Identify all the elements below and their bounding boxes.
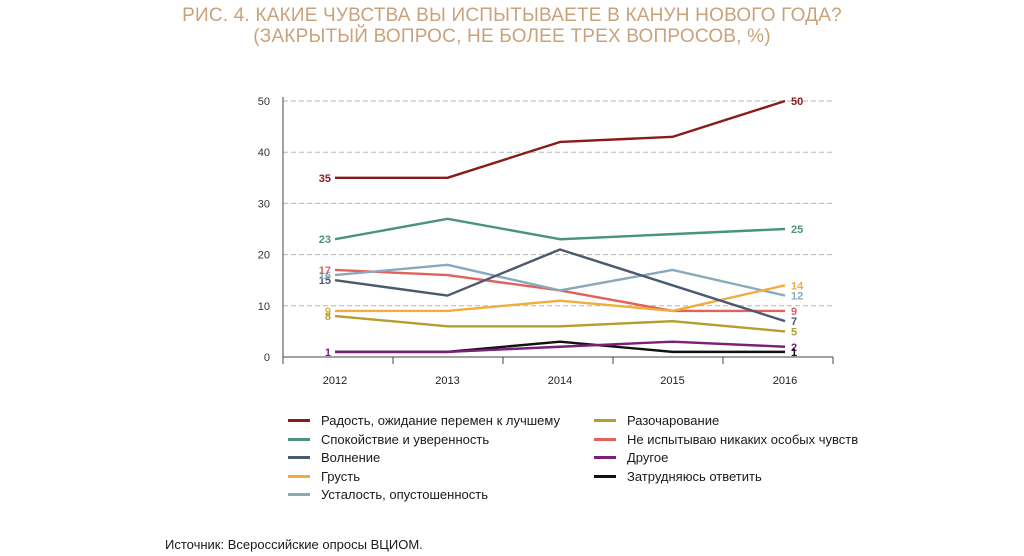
start-data-label: 23 <box>319 234 331 246</box>
x-tick-label: 2012 <box>323 375 347 387</box>
legend-swatch <box>594 456 616 459</box>
legend-label: Грусть <box>321 468 360 484</box>
end-data-label: 2 <box>791 342 797 354</box>
y-tick-label: 50 <box>258 96 270 108</box>
legend-swatch <box>594 474 616 478</box>
legend-item: Спокойствие и уверенность <box>288 432 489 447</box>
legend-swatch <box>288 437 310 441</box>
legend-item: Не испытываю никаких особых чувств <box>594 432 858 447</box>
legend-label: Волнение <box>321 450 381 465</box>
chart-title-line-2: (ЗАКРЫТЫЙ ВОПРОС, НЕ БОЛЕЕ ТРЕХ ВОПРОСОВ… <box>253 26 771 47</box>
start-data-label: 15 <box>319 275 331 287</box>
series-line <box>335 340 786 354</box>
chart-title-line-1: РИС. 4. КАКИЕ ЧУВСТВА ВЫ ИСПЫТЫВАЕТЕ В К… <box>182 5 842 26</box>
legend-label: Затрудняюсь ответить <box>627 468 762 484</box>
legend-label: Спокойствие и уверенность <box>321 431 490 447</box>
series-line <box>335 99 786 180</box>
legend-item: Усталость, опустошенность <box>288 487 488 502</box>
legend-item: Затрудняюсь ответить <box>594 469 762 484</box>
end-data-label: 14 <box>791 280 804 292</box>
start-data-label: 17 <box>319 265 331 277</box>
legend-swatch <box>288 474 310 478</box>
end-data-label: 9 <box>791 306 797 318</box>
y-tick-label: 40 <box>258 147 270 159</box>
x-tick-label: 2015 <box>660 375 684 387</box>
legend-swatch <box>594 419 616 422</box>
legend-swatch <box>288 419 310 422</box>
legend-swatch <box>288 456 310 459</box>
start-data-label: 1 <box>325 347 331 359</box>
start-data-label: 9 <box>325 306 331 318</box>
legend-label: Усталость, опустошенность <box>321 487 488 502</box>
x-tick-label: 2016 <box>773 375 797 387</box>
legend-item: Другое <box>594 450 668 465</box>
y-tick-label: 10 <box>258 301 270 313</box>
series-line <box>335 284 786 313</box>
end-data-label: 1 <box>791 347 797 359</box>
start-data-label: 35 <box>319 173 331 185</box>
source-note: Источник: Всероссийские опросы ВЦИОМ. <box>165 537 423 552</box>
start-data-label: 8 <box>325 311 331 323</box>
series-line <box>334 217 786 241</box>
legend-swatch <box>594 437 616 441</box>
legend-label: Другое <box>627 450 669 465</box>
end-data-label: 12 <box>791 291 803 303</box>
legend-label: Радость, ожидание перемен к лучшему <box>321 413 560 428</box>
legend-label: Не испытываю никаких особых чувств <box>627 431 859 447</box>
end-data-label: 25 <box>791 224 803 236</box>
end-data-label: 5 <box>791 326 797 338</box>
start-data-label: 16 <box>319 270 331 282</box>
legend-item: Радость, ожидание перемен к лучшему <box>288 413 560 428</box>
y-tick-label: 0 <box>264 352 270 364</box>
legend-item: Разочарование <box>594 413 719 428</box>
legend-item: Волнение <box>288 450 380 465</box>
legend-swatch <box>288 493 310 496</box>
x-tick-label: 2013 <box>435 375 459 387</box>
series-line <box>334 314 786 333</box>
series-line <box>334 263 786 297</box>
x-tick-label: 2014 <box>548 375 572 387</box>
y-tick-label: 20 <box>258 250 270 262</box>
series-line <box>334 248 786 323</box>
legend-item: Грусть <box>288 469 360 484</box>
end-data-label: 50 <box>791 96 803 108</box>
legend-label: Разочарование <box>627 413 720 428</box>
end-data-label: 7 <box>791 316 797 328</box>
y-tick-label: 30 <box>258 198 270 210</box>
